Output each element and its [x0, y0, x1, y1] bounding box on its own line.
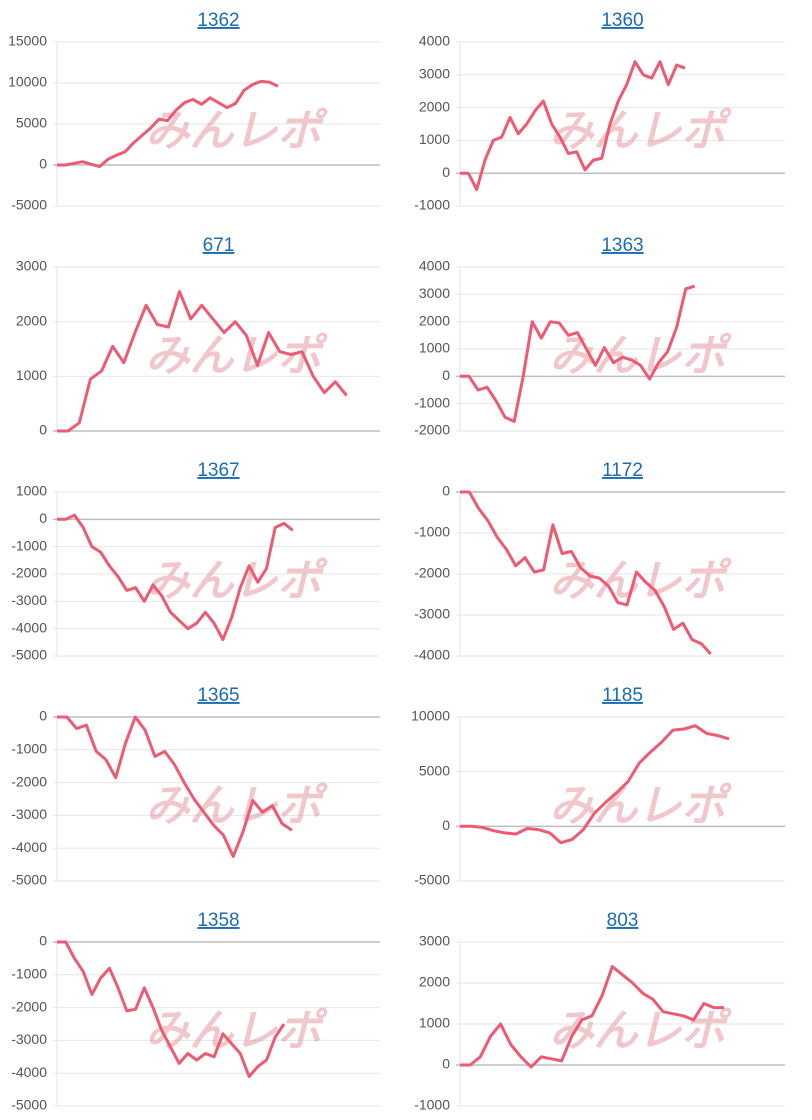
- y-tick-label: 3000: [16, 258, 47, 274]
- y-tick-label: 1000: [16, 483, 47, 499]
- watermark: みんレポ: [146, 107, 329, 156]
- y-tick-label: 10000: [411, 708, 450, 724]
- y-tick-label: -5000: [11, 1097, 47, 1113]
- y-tick-label: 0: [442, 817, 450, 833]
- y-tick-label: 1000: [419, 340, 450, 356]
- y-tick-label: -1000: [11, 537, 47, 553]
- y-tick-label: -3000: [11, 1031, 47, 1047]
- y-tick-label: -1000: [414, 1097, 450, 1113]
- y-tick-label: -1000: [11, 966, 47, 982]
- y-tick-label: 3000: [419, 66, 450, 82]
- y-tick-label: -2000: [11, 998, 47, 1014]
- watermark: みんレポ: [550, 1007, 733, 1056]
- y-tick-label: -3000: [11, 592, 47, 608]
- y-tick-label: 0: [39, 510, 47, 526]
- data-line: [460, 965, 725, 1069]
- y-tick-label: 0: [442, 1056, 450, 1072]
- y-tick-label: -4000: [414, 647, 450, 663]
- y-tick-label: 2000: [16, 312, 47, 328]
- y-tick-label: -2000: [414, 422, 450, 438]
- data-line: [460, 284, 696, 423]
- data-line: [57, 79, 279, 169]
- y-tick-label: 0: [39, 708, 47, 724]
- y-tick-label: -2000: [414, 565, 450, 581]
- y-tick-label: 4000: [419, 258, 450, 274]
- y-tick-label: 5000: [419, 762, 450, 778]
- data-line: [460, 490, 712, 656]
- watermark: みんレポ: [550, 107, 733, 156]
- y-tick-label: 0: [39, 422, 47, 438]
- y-tick-label: 0: [39, 933, 47, 949]
- y-tick-label: 3000: [419, 933, 450, 949]
- y-tick-label: -1000: [414, 394, 450, 410]
- y-tick-label: 0: [442, 367, 450, 383]
- y-tick-label: 1000: [419, 1015, 450, 1031]
- y-tick-label: 2000: [419, 974, 450, 990]
- y-tick-label: -1000: [11, 741, 47, 757]
- y-tick-label: 10000: [8, 74, 47, 90]
- chart-title[interactable]: 1360: [601, 10, 643, 31]
- y-tick-label: 0: [442, 164, 450, 180]
- chart-title[interactable]: 671: [203, 235, 235, 256]
- watermark: みんレポ: [146, 1007, 329, 1056]
- y-tick-label: 2000: [419, 98, 450, 114]
- y-tick-label: -4000: [11, 839, 47, 855]
- y-tick-label: -5000: [11, 872, 47, 888]
- chart-title[interactable]: 1362: [197, 10, 239, 31]
- y-tick-label: 0: [442, 483, 450, 499]
- data-line: [57, 290, 348, 433]
- chart-title[interactable]: 1185: [602, 685, 643, 706]
- y-tick-label: -1000: [414, 197, 450, 213]
- y-tick-label: 15000: [8, 33, 47, 49]
- y-tick-label: 0: [39, 156, 47, 172]
- data-line: [460, 724, 730, 845]
- data-line: [57, 940, 286, 1078]
- y-tick-label: -5000: [11, 647, 47, 663]
- y-tick-label: 4000: [419, 33, 450, 49]
- y-tick-label: -2000: [11, 773, 47, 789]
- y-tick-label: -4000: [11, 1064, 47, 1080]
- y-tick-label: -2000: [11, 565, 47, 581]
- y-tick-label: -3000: [414, 606, 450, 622]
- chart-title[interactable]: 1367: [197, 460, 239, 481]
- y-tick-label: -3000: [11, 806, 47, 822]
- watermark: みんレポ: [550, 332, 733, 381]
- watermark: みんレポ: [550, 782, 733, 831]
- y-tick-label: -4000: [11, 619, 47, 635]
- y-tick-label: -5000: [414, 872, 450, 888]
- chart-title[interactable]: 1358: [197, 910, 239, 931]
- y-tick-label: -5000: [11, 197, 47, 213]
- data-line: [57, 715, 293, 858]
- chart-title[interactable]: 803: [607, 910, 639, 931]
- y-tick-label: 1000: [16, 367, 47, 383]
- chart-title[interactable]: 1363: [601, 235, 643, 256]
- chart-title[interactable]: 1172: [602, 460, 643, 481]
- y-tick-label: 5000: [16, 115, 47, 131]
- data-line: [57, 513, 294, 642]
- data-line: [460, 60, 686, 192]
- y-tick-label: -1000: [414, 524, 450, 540]
- y-tick-label: 1000: [419, 131, 450, 147]
- watermark: みんレポ: [146, 782, 329, 831]
- chart-title[interactable]: 1365: [197, 685, 239, 706]
- y-tick-label: 2000: [419, 312, 450, 328]
- y-tick-label: 3000: [419, 285, 450, 301]
- watermark: みんレポ: [146, 332, 329, 381]
